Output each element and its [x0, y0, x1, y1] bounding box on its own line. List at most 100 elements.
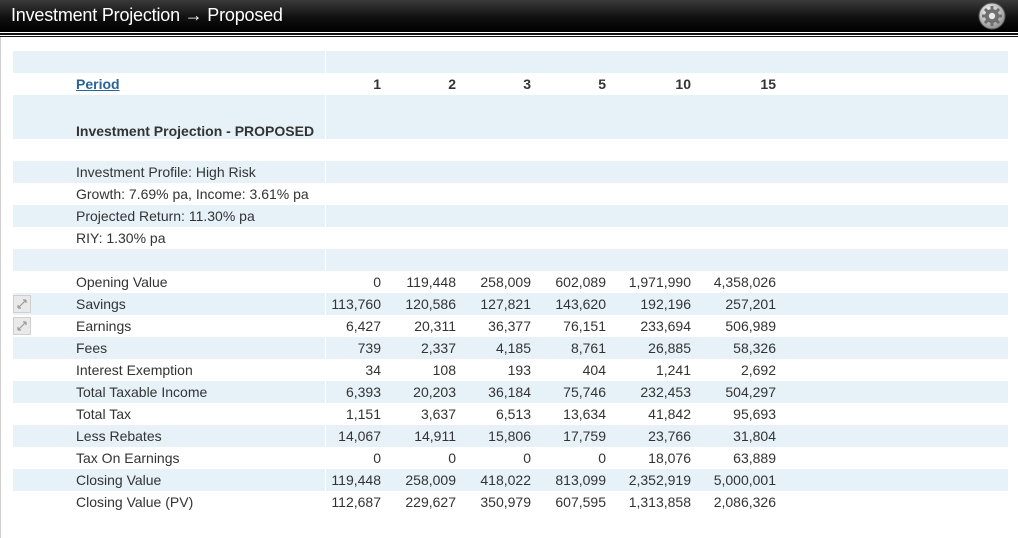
spacer-row [13, 139, 1008, 161]
table-row: Opening Value 0 119,448 258,009 602,089 1,971… [13, 271, 1008, 293]
row-value: 34 [365, 362, 381, 378]
row-value: 0 [373, 450, 381, 466]
row-value: 14,911 [381, 425, 456, 447]
info-text: Growth: 7.69% pa, Income: 3.61% pa [76, 186, 309, 202]
table-row: Less Rebates 14,067 14,911 15,806 17,759 23,7… [13, 425, 1008, 447]
row-label: Tax On Earnings [76, 450, 180, 466]
period-sort-link[interactable]: Period [76, 76, 120, 92]
row-label: Interest Exemption [76, 362, 193, 378]
info-row: Projected Return: 11.30% pa [13, 205, 1008, 227]
row-value: 4,358,026 [713, 274, 776, 290]
expand-icon[interactable] [13, 295, 31, 314]
table-row: Tax On Earnings 0 0 0 0 18,076 63,889 [13, 447, 1008, 469]
spacer-row [13, 249, 1008, 271]
row-value: 112,687 [331, 494, 381, 510]
row-value: 404 [582, 362, 606, 378]
row-value: 95,693 [733, 406, 776, 422]
period-header: 3 [523, 76, 531, 92]
header-divider [0, 33, 1018, 37]
row-value: 17,759 [531, 425, 606, 447]
row-value: 75,746 [531, 381, 606, 403]
row-label: Less Rebates [76, 425, 325, 447]
period-header: 1 [373, 76, 381, 92]
row-value: 8,761 [531, 337, 606, 359]
table-row: Total Taxable Income 6,393 20,203 36,184 75,… [13, 381, 1008, 403]
table-row: Closing Value 119,448 258,009 418,022 813,09… [13, 469, 1008, 491]
row-label: Closing Value [76, 469, 325, 491]
row-value: 506,989 [725, 318, 776, 334]
period-header: 15 [760, 76, 776, 92]
row-value: 350,979 [480, 494, 531, 510]
row-value: 2,692 [740, 362, 776, 378]
row-value: 0 [373, 274, 381, 290]
gear-icon[interactable] [978, 2, 1006, 30]
row-value: 108 [432, 362, 456, 378]
table-row: Closing Value (PV) 112,687 229,627 350,979 6… [13, 491, 1008, 513]
row-value: 58,326 [691, 337, 776, 359]
info-text: Investment Profile: High Risk [76, 161, 325, 183]
row-value: 229,627 [405, 494, 456, 510]
table-row: Total Tax 1,151 3,637 6,513 13,634 41,842 95,6… [13, 403, 1008, 425]
row-value: 143,620 [531, 293, 606, 315]
row-value: 14,067 [325, 425, 381, 447]
row-label: Opening Value [76, 274, 168, 290]
row-value: 6,393 [325, 381, 381, 403]
row-value: 232,453 [606, 381, 691, 403]
row-value: 258,009 [480, 274, 531, 290]
row-label: Fees [76, 337, 325, 359]
window-title: Investment Projection → Proposed [11, 5, 283, 25]
info-text: Projected Return: 11.30% pa [76, 205, 325, 227]
projection-panel: Period 1 2 3 5 10 15 Investment Projecti… [0, 37, 1018, 538]
row-value: 1,971,990 [628, 274, 691, 290]
row-value: 192,196 [606, 293, 691, 315]
row-value: 607,595 [555, 494, 606, 510]
row-label: Total Tax [76, 406, 131, 422]
row-value: 1,313,858 [628, 494, 691, 510]
row-value: 127,821 [456, 293, 531, 315]
row-value: 504,297 [691, 381, 776, 403]
row-value: 41,842 [648, 406, 691, 422]
row-value: 1,151 [345, 406, 381, 422]
info-row: Growth: 7.69% pa, Income: 3.61% pa [13, 183, 1008, 205]
row-value: 113,760 [325, 293, 381, 315]
row-value: 257,201 [691, 293, 776, 315]
info-row: RIY: 1.30% pa [13, 227, 1008, 249]
table-row: Earnings 6,427 20,311 36,377 76,151 233,694 50… [13, 315, 1008, 337]
period-header: 5 [598, 76, 606, 92]
row-value: 20,203 [381, 381, 456, 403]
row-value: 4,185 [456, 337, 531, 359]
row-value: 813,099 [531, 469, 606, 491]
info-text: RIY: 1.30% pa [76, 230, 166, 246]
projection-table: Period 1 2 3 5 10 15 Investment Projecti… [13, 51, 1008, 513]
row-value: 258,009 [381, 469, 456, 491]
row-value: 2,086,326 [713, 494, 776, 510]
row-label: Savings [76, 293, 325, 315]
row-value: 6,427 [345, 318, 381, 334]
row-value: 119,448 [325, 469, 381, 491]
table-row: Savings 113,760 120,586 127,821 143,620 192,1… [13, 293, 1008, 315]
row-value: 2,352,919 [606, 469, 691, 491]
row-value: 119,448 [406, 274, 456, 290]
row-value: 18,076 [648, 450, 691, 466]
row-value: 23,766 [606, 425, 691, 447]
table-row: Fees 739 2,337 4,185 8,761 26,885 58,326 [13, 337, 1008, 359]
period-header: 2 [448, 76, 456, 92]
title-bar: Investment Projection → Proposed [0, 0, 1018, 32]
row-value: 6,513 [495, 406, 531, 422]
row-value: 36,377 [488, 318, 531, 334]
row-label: Closing Value (PV) [76, 494, 194, 510]
spacer-row [13, 51, 1008, 73]
row-value: 0 [448, 450, 456, 466]
section-title-row: Investment Projection - PROPOSED [13, 95, 1008, 139]
period-header: 10 [675, 76, 691, 92]
row-value: 739 [325, 337, 381, 359]
row-value: 31,804 [691, 425, 776, 447]
row-value: 1,241 [655, 362, 691, 378]
row-value: 0 [598, 450, 606, 466]
info-row: Investment Profile: High Risk [13, 161, 1008, 183]
row-value: 76,151 [563, 318, 606, 334]
expand-icon[interactable] [13, 317, 31, 336]
period-header-row: Period 1 2 3 5 10 15 [13, 73, 1008, 95]
section-title: Investment Projection - PROPOSED [76, 95, 325, 139]
row-value: 0 [523, 450, 531, 466]
